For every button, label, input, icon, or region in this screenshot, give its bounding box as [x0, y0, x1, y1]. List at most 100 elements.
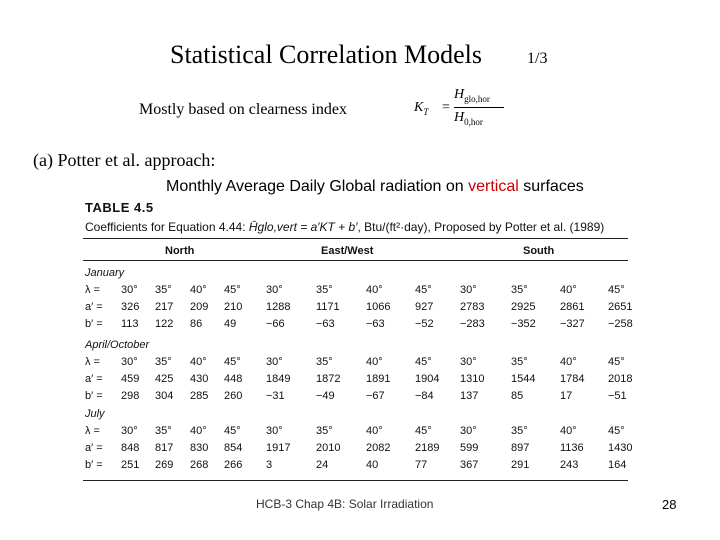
chart-caption-accent: vertical	[468, 178, 519, 195]
table-cell: 1066	[366, 301, 391, 313]
table-cell: 45°	[415, 356, 432, 368]
row-label: b′ =	[85, 459, 103, 471]
table-cell: 1872	[316, 373, 341, 385]
table-cell: 1849	[266, 373, 291, 385]
table-cell: 243	[560, 459, 579, 471]
table-cell: 285	[190, 390, 209, 402]
table-cell: 45°	[608, 356, 625, 368]
table-cell: 1136	[560, 442, 584, 454]
table-cell: 2783	[460, 301, 485, 313]
table-cell: 122	[155, 318, 174, 330]
table-cell: 830	[190, 442, 209, 454]
table-cell: −49	[316, 390, 335, 402]
table-cell: 35°	[316, 284, 333, 296]
table-cell: 1171	[316, 301, 340, 313]
formula-denominator-subscript: 0,hor	[464, 116, 483, 127]
table-cell: −52	[415, 318, 434, 330]
table-cell: 210	[224, 301, 243, 313]
table-cell: 35°	[511, 425, 528, 437]
formula-fraction-bar	[454, 107, 504, 108]
table-cell: −66	[266, 318, 285, 330]
table-cell: 45°	[608, 425, 625, 437]
table-cell: 30°	[121, 425, 138, 437]
table-cell: −352	[511, 318, 536, 330]
chart-caption-before: Monthly Average Daily Global radiation o…	[166, 178, 469, 195]
row-label: λ =	[85, 284, 100, 296]
table-rule-header	[83, 260, 628, 261]
table-cell: 1891	[366, 373, 391, 385]
table-cell: 40°	[560, 425, 577, 437]
table-cell: 268	[190, 459, 209, 471]
section-heading: (a) Potter et al. approach:	[33, 150, 216, 170]
table-cell: 40°	[190, 425, 207, 437]
table-cell: 1544	[511, 373, 536, 385]
table-cell: 927	[415, 301, 434, 313]
season-label: January	[85, 267, 125, 279]
table-cell: 30°	[266, 284, 283, 296]
table-cell: 326	[121, 301, 140, 313]
chart-caption-after: surfaces	[518, 178, 584, 195]
table-cell: 425	[155, 373, 174, 385]
table-cell: 35°	[316, 356, 333, 368]
table-cell: 35°	[155, 284, 172, 296]
table-cell: 1784	[560, 373, 585, 385]
table-cell: −63	[316, 318, 335, 330]
table-caption-after: , Btu/(ft²·day), Proposed by Potter et a…	[357, 220, 605, 234]
table-cell: −67	[366, 390, 385, 402]
table-cell: 85	[511, 390, 524, 402]
table-cell: 2925	[511, 301, 536, 313]
row-label: b′ =	[85, 318, 103, 330]
table-cell: 45°	[224, 356, 241, 368]
table-cell: 45°	[224, 425, 241, 437]
table-cell: 1430	[608, 442, 633, 454]
slide-subtitle: Mostly based on clearness index	[139, 101, 347, 118]
table-cell: 45°	[415, 284, 432, 296]
table-cell: 40°	[190, 284, 207, 296]
table-cell: 269	[155, 459, 174, 471]
table-cell: 291	[511, 459, 530, 471]
table-cell: 113	[121, 318, 139, 330]
table-cell: 1917	[266, 442, 291, 454]
slide-title: Statistical Correlation Models	[170, 40, 482, 69]
table-cell: 77	[415, 459, 428, 471]
table-cell: 848	[121, 442, 140, 454]
season-label: April/October	[85, 339, 150, 351]
table-cell: 2018	[608, 373, 633, 385]
table-cell: 40	[366, 459, 379, 471]
table-cell: 854	[224, 442, 243, 454]
table-cell: 40°	[190, 356, 207, 368]
table-cell: −51	[608, 390, 627, 402]
table-caption: Coefficients for Equation 4.44: H̄glo,ve…	[85, 220, 604, 234]
table-cell: 30°	[266, 425, 283, 437]
group-header-south: South	[523, 245, 555, 257]
table-cell: 40°	[560, 284, 577, 296]
formula-equals: =	[442, 100, 450, 115]
formula-lhs-symbol: K	[414, 100, 424, 115]
table-cell: 30°	[460, 356, 477, 368]
table-cell: −258	[608, 318, 633, 330]
row-label: b′ =	[85, 390, 103, 402]
row-label: a′ =	[85, 301, 103, 313]
table-cell: 35°	[316, 425, 333, 437]
table-cell: 2010	[316, 442, 341, 454]
chart-caption: Monthly Average Daily Global radiation o…	[166, 178, 584, 196]
table-cell: 30°	[266, 356, 283, 368]
table-cell: 17	[560, 390, 573, 402]
table-cell: 40°	[366, 284, 383, 296]
table-cell: −63	[366, 318, 385, 330]
table-cell: 266	[224, 459, 243, 471]
table-cell: 217	[155, 301, 174, 313]
table-cell: 599	[460, 442, 479, 454]
table-cell: 298	[121, 390, 140, 402]
table-cell: 164	[608, 459, 627, 471]
group-header-north: North	[165, 245, 195, 257]
table-cell: 817	[155, 442, 174, 454]
table-cell: 49	[224, 318, 237, 330]
table-cell: 1310	[460, 373, 485, 385]
table-cell: −327	[560, 318, 585, 330]
slide-number: 28	[662, 497, 677, 512]
table-cell: 448	[224, 373, 243, 385]
table-cell: 2651	[608, 301, 633, 313]
table-cell: 45°	[224, 284, 241, 296]
table-cell: 3	[266, 459, 273, 471]
